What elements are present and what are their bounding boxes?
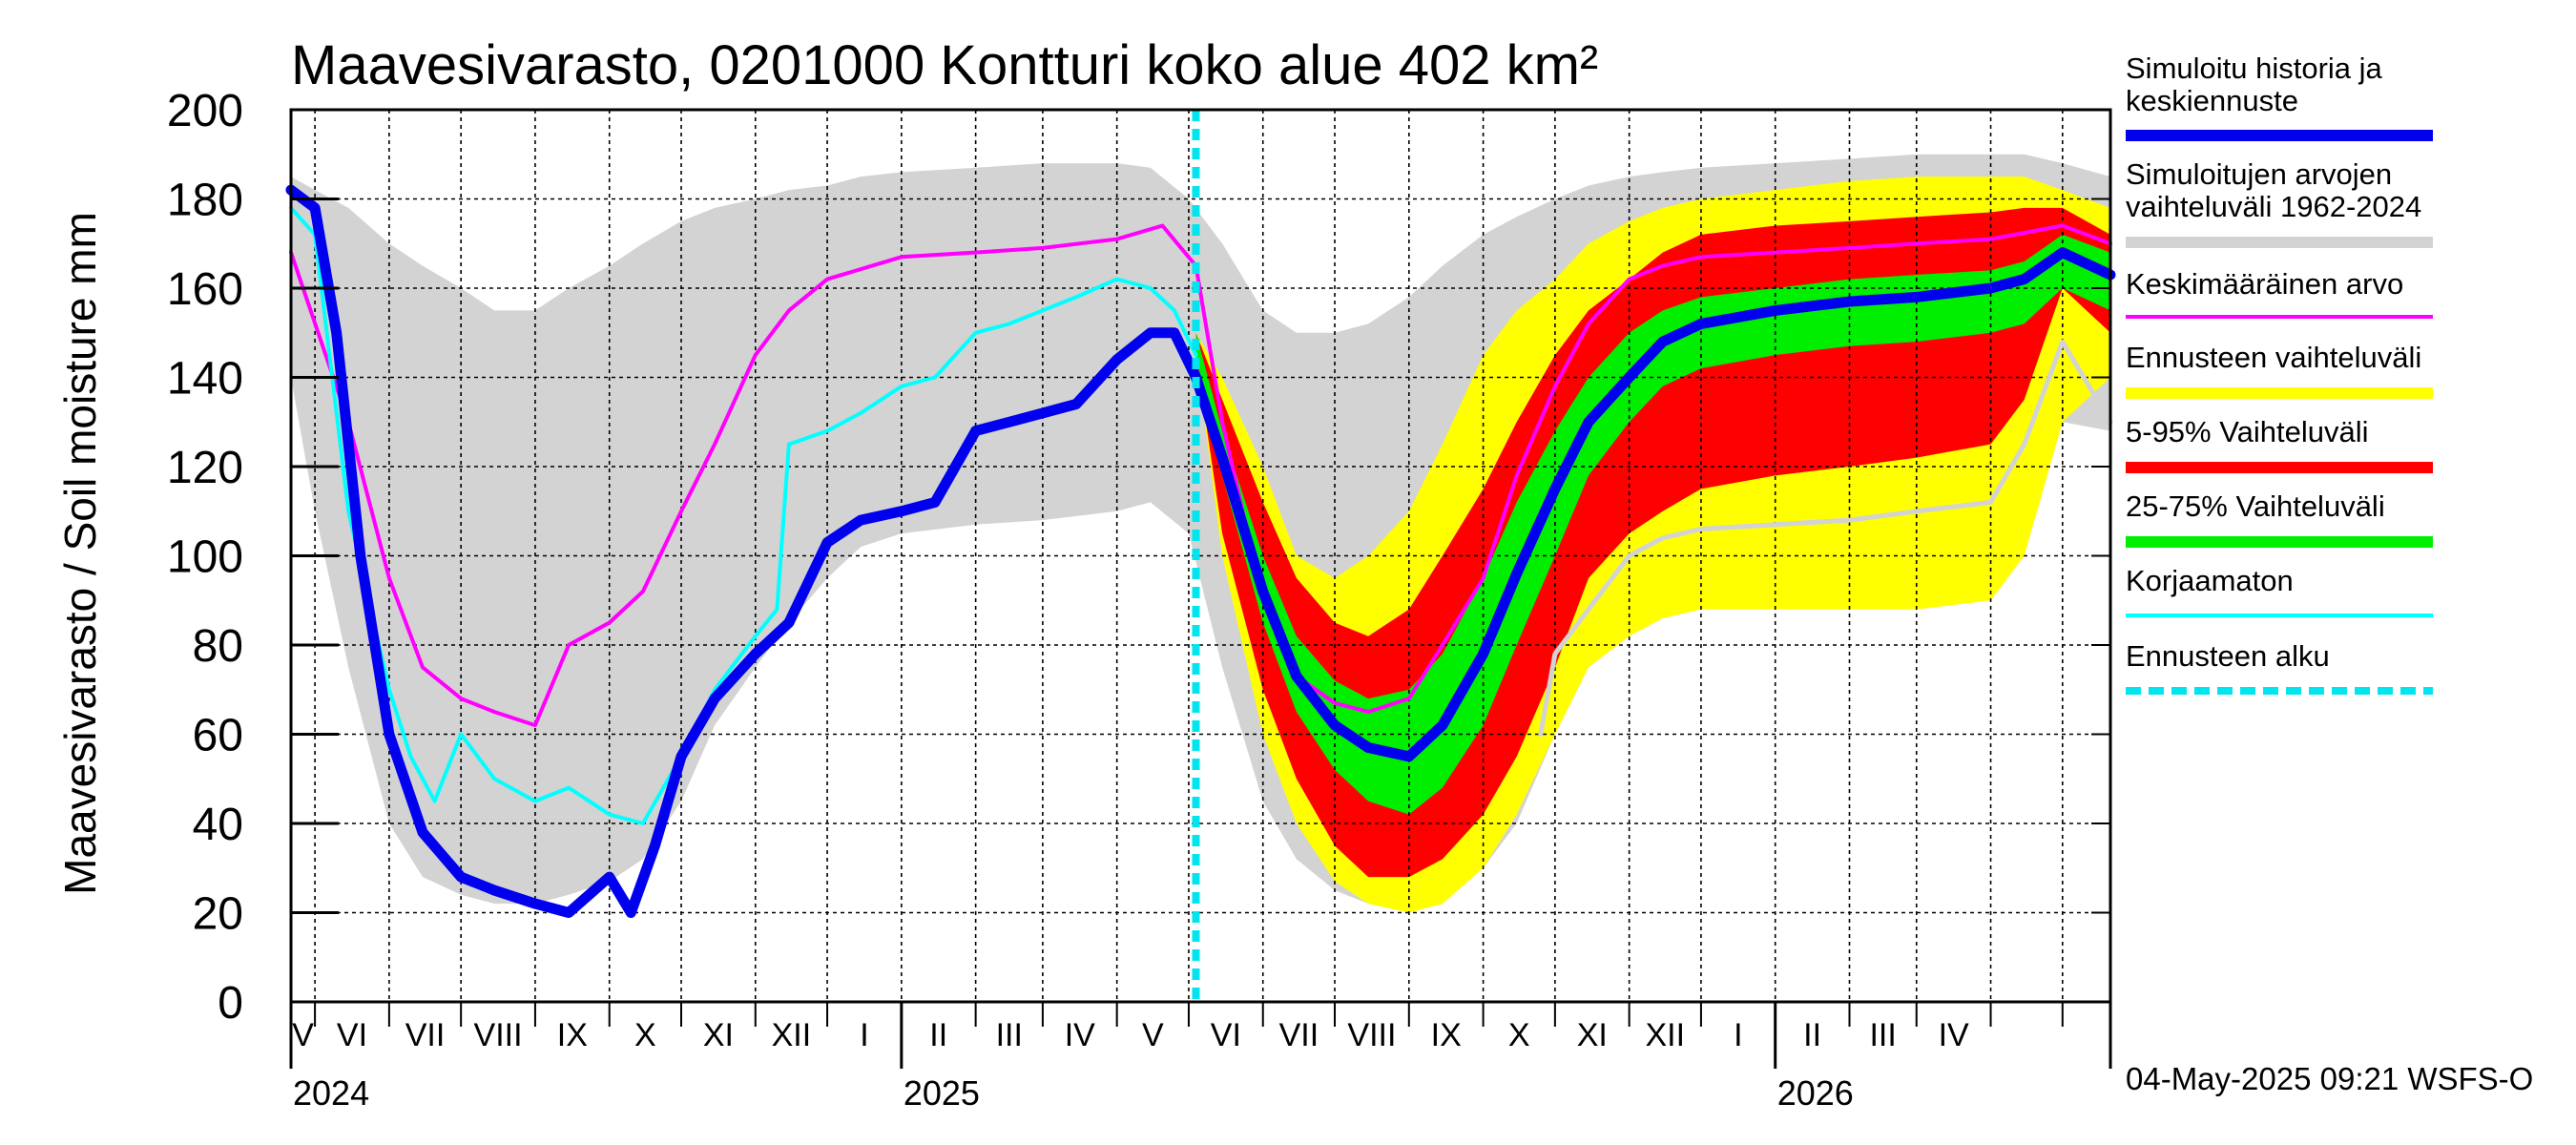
simulated-history-line [285, 184, 1201, 918]
month-label: VII [405, 1017, 446, 1053]
y-tick-label: 160 [167, 264, 243, 315]
year-label: 2025 [904, 1073, 980, 1113]
month-label: V [1142, 1017, 1164, 1053]
month-label: XII [1645, 1017, 1685, 1053]
month-label: XI [1577, 1017, 1608, 1053]
legend-label: Simuloitu historia ja keskiennuste [2126, 52, 2383, 117]
legend-label: Ennusteen vaihteluväli [2126, 341, 2421, 374]
uncorrected-forecast-line [1538, 339, 2113, 737]
month-labels: V VI VII VIII IX X XI XII I II III IV V VI VII VIII IX X X… [292, 1017, 1969, 1053]
month-label: VIII [474, 1017, 523, 1053]
month-label: IX [1431, 1017, 1462, 1053]
legend-label: Korjaamaton [2126, 564, 2294, 597]
month-label: XI [703, 1017, 734, 1053]
month-label: I [860, 1017, 868, 1053]
y-tick-label: 200 [167, 86, 243, 136]
mean-forecast-line [1191, 247, 2116, 762]
y-tick-label: 0 [218, 978, 243, 1029]
legend: Simuloitu historia ja keskiennuste Simuloi… [2126, 52, 2433, 695]
month-label: V [292, 1017, 314, 1053]
y-tick-label: 180 [167, 176, 243, 226]
month-label: IV [1939, 1017, 1969, 1053]
y-tick-labels: 0 20 40 60 80 100 120 140 160 180 200 [167, 86, 243, 1029]
axes [289, 108, 2112, 1069]
legend-label: Keskimääräinen arvo [2126, 267, 2403, 301]
month-label: VI [1211, 1017, 1241, 1053]
y-tick-label: 100 [167, 532, 243, 583]
year-label: 2024 [293, 1073, 369, 1113]
y-tick-label: 60 [193, 711, 243, 761]
month-label: VII [1279, 1017, 1319, 1053]
legend-label: 25-75% Vaihteluväli [2126, 489, 2385, 523]
month-label: IV [1065, 1017, 1095, 1053]
chart-title: Maavesivarasto, 0201000 Kontturi koko al… [291, 34, 1598, 96]
year-labels: 2024 2025 2026 [293, 1073, 1854, 1113]
month-label: VI [337, 1017, 367, 1053]
month-label: X [634, 1017, 656, 1053]
y-tick-label: 120 [167, 443, 243, 493]
uncorrected-line [289, 205, 1198, 825]
legend-label: 5-95% Vaihteluväli [2126, 415, 2368, 448]
y-axis-label: Maavesivarasto / Soil moisture mm [55, 212, 105, 895]
series-lines [285, 110, 2116, 1002]
y-tick-label: 140 [167, 354, 243, 405]
year-label: 2026 [1777, 1073, 1854, 1113]
y-tick-label: 80 [193, 621, 243, 672]
month-label: IX [557, 1017, 588, 1053]
month-label: X [1508, 1017, 1530, 1053]
month-label: I [1734, 1017, 1742, 1053]
y-tick-label: 20 [193, 889, 243, 940]
month-label: II [1803, 1017, 1821, 1053]
month-label: III [1869, 1017, 1896, 1053]
month-label: XII [772, 1017, 812, 1053]
legend-label: Simuloitujen arvojen vaihteluväli 1962-20… [2126, 157, 2421, 223]
timestamp: 04-May-2025 09:21 WSFS-O [2126, 1061, 2533, 1096]
month-label: III [996, 1017, 1023, 1053]
month-label: VIII [1347, 1017, 1396, 1053]
month-label: II [929, 1017, 947, 1053]
y-tick-label: 40 [193, 800, 243, 850]
legend-label: Ennusteen alku [2126, 639, 2330, 673]
